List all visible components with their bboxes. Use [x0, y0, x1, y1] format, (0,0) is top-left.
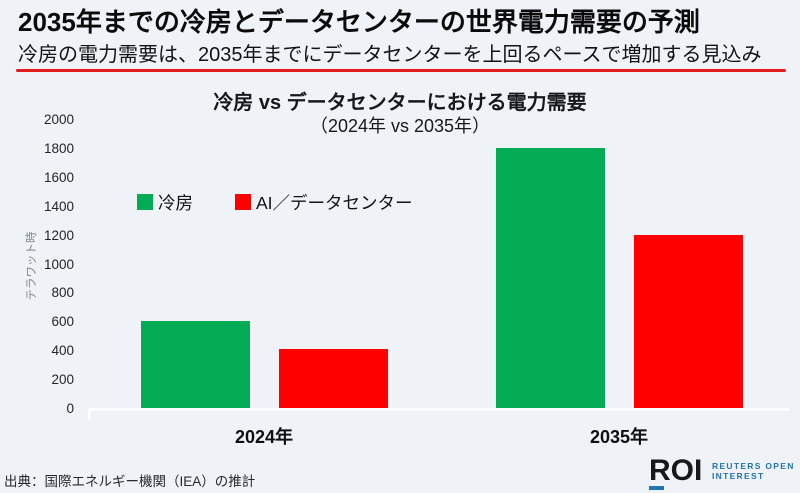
- legend-item-cooling: 冷房: [137, 190, 193, 215]
- y-tick-label: 1600: [43, 169, 74, 185]
- y-tick-label: 200: [51, 372, 74, 388]
- legend-swatch-cooling: [137, 194, 153, 210]
- legend-label-datacenter: AI／データセンター: [256, 192, 413, 213]
- logo-abbr: ROI: [649, 454, 703, 487]
- y-tick-label: 0: [66, 401, 74, 416]
- source-note: 出典：国際エネルギー機関（IEA）の推計: [4, 474, 256, 489]
- bar-datacenter-2035年: [633, 235, 743, 408]
- logo-wordmark-line2: INTEREST: [712, 470, 765, 481]
- y-axis-corner-tick: [88, 408, 91, 420]
- y-tick-label: 1000: [43, 256, 74, 272]
- y-tick-label: 600: [51, 314, 74, 330]
- page-title: 2035年までの冷房とデータセンターの世界電力需要の予測: [18, 7, 700, 37]
- reuters-open-interest-logo: ROI REUTERS OPEN INTEREST: [649, 455, 799, 491]
- logo-wordmark-line1: REUTERS OPEN: [712, 461, 795, 471]
- bar-cooling-2035年: [495, 148, 605, 408]
- x-category-label: 2024年: [234, 427, 294, 447]
- y-tick-label: 2000: [43, 112, 74, 127]
- y-tick-label: 400: [51, 343, 74, 359]
- chart-subtitle: （2024年 vs 2035年）: [309, 116, 491, 136]
- bar-datacenter-2024年: [278, 349, 388, 408]
- chart-legend: 冷房 AI／データセンター: [137, 190, 413, 215]
- logo-wordmark: REUTERS OPEN INTEREST: [712, 461, 795, 481]
- page-subtitle: 冷房の電力需要は、2035年までにデータセンターを上回るペースで増加する見込み: [18, 44, 762, 66]
- bar-cooling-2024年: [140, 321, 250, 408]
- subtitle-underline-decoration: [16, 69, 786, 72]
- x-category-label: 2035年: [589, 427, 649, 447]
- y-tick-label: 800: [51, 285, 74, 301]
- y-tick-label: 1800: [43, 140, 74, 156]
- y-tick-label: 1400: [43, 198, 74, 214]
- y-tick-label: 1200: [43, 227, 74, 243]
- logo-blue-accent: [649, 486, 664, 490]
- legend-swatch-datacenter: [235, 194, 251, 210]
- legend-item-datacenter: AI／データセンター: [235, 190, 413, 215]
- chart-title: 冷房 vs データセンターにおける電力需要: [213, 92, 587, 114]
- x-axis-line: [88, 408, 789, 411]
- legend-label-cooling: 冷房: [158, 192, 193, 213]
